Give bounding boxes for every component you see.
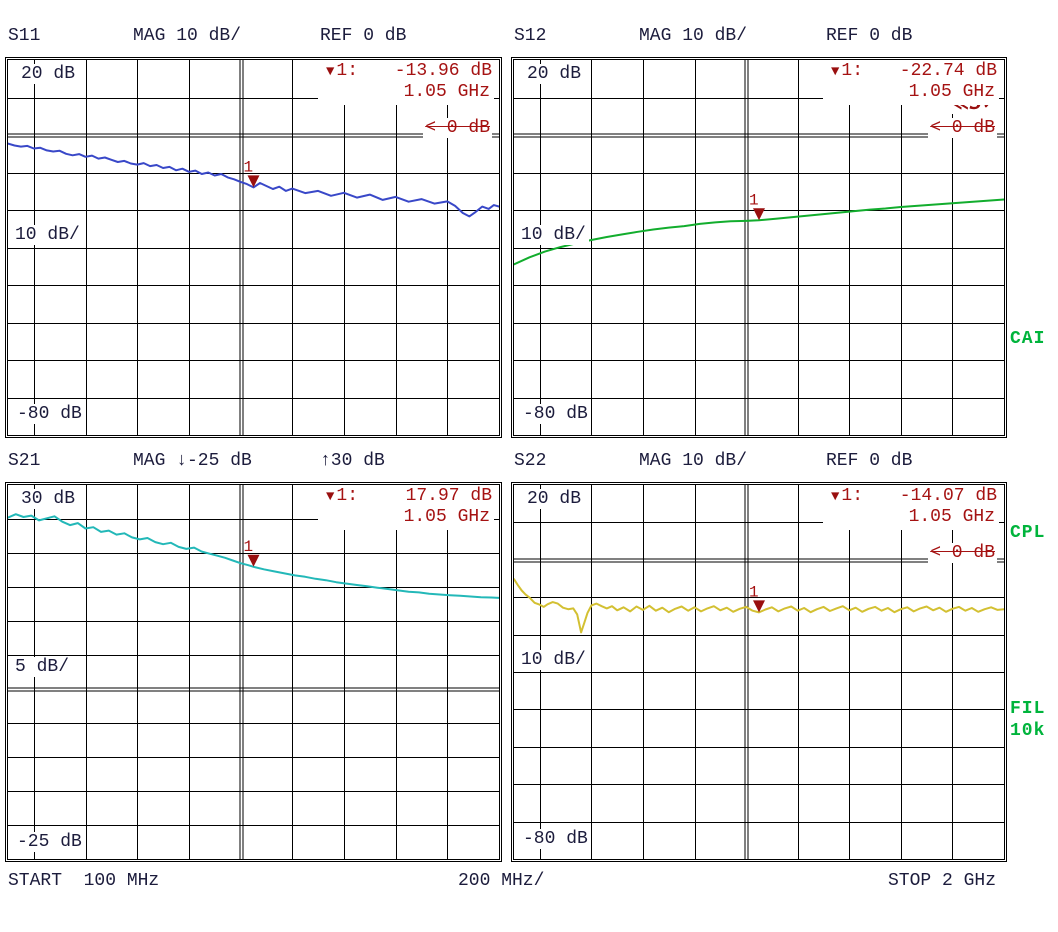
s12-ref-level-indicator: < 0 dB xyxy=(928,118,997,138)
stop-frequency-label: STOP 2 GHz xyxy=(888,871,997,891)
s11-marker-value: -13.96 dB xyxy=(394,61,492,81)
s22-scale-label: MAG 10 dB/ xyxy=(639,451,748,471)
s12-bottom-scale-label: -80 dB xyxy=(520,404,591,424)
s12-panel: 20 dB 10 dB/ -80 dB ≪S✓ < 0 dB ▼ 1: -22.… xyxy=(511,57,1007,438)
s21-marker-readout: ▼ 1: 17.97 dB 1.05 GHz xyxy=(317,485,494,530)
s22-bottom-scale-label: -80 dB xyxy=(520,829,591,849)
s11-panel: 20 dB 10 dB/ -80 dB < 0 dB ▼ 1: -13.96 d… xyxy=(5,57,502,438)
s21-top-scale-label: 30 dB xyxy=(18,489,79,509)
s22-marker-freq: 1.05 GHz xyxy=(908,507,995,527)
s22-ref-label: REF 0 dB xyxy=(826,451,913,471)
s11-marker-readout: ▼ 1: -13.96 dB 1.05 GHz xyxy=(317,60,494,105)
s21-per-div-label: 5 dB/ xyxy=(12,657,73,677)
s11-bottom-scale-label: -80 dB xyxy=(14,404,85,424)
s12-top-scale-label: 20 dB xyxy=(524,64,585,84)
s12-marker-id: 1: xyxy=(841,61,863,81)
s22-marker-readout: ▼ 1: -14.07 dB 1.05 GHz xyxy=(822,485,999,530)
s12-per-div-label: 10 dB/ xyxy=(518,225,589,245)
s12-param-label: S12 xyxy=(514,26,547,46)
s11-marker-freq: 1.05 GHz xyxy=(403,82,490,102)
if-filter-status-label: FIL xyxy=(1010,699,1046,719)
s11-scale-label: MAG 10 dB/ xyxy=(133,26,242,46)
s11-ref-label: REF 0 dB xyxy=(320,26,407,46)
s11-marker-id: 1: xyxy=(336,61,358,81)
s11-grid xyxy=(8,60,499,435)
s22-per-div-label: 10 dB/ xyxy=(518,650,589,670)
s22-top-scale-label: 20 dB xyxy=(524,489,585,509)
marker-triangle-icon: ▼ xyxy=(830,63,840,80)
s21-grid xyxy=(8,485,499,859)
s12-marker-freq: 1.05 GHz xyxy=(908,82,995,102)
frequency-per-div-label: 200 MHz/ xyxy=(458,871,545,891)
marker-triangle-icon: ▼ xyxy=(325,63,335,80)
s12-scale-label: MAG 10 dB/ xyxy=(639,26,748,46)
s22-param-label: S22 xyxy=(514,451,547,471)
s11-param-label: S11 xyxy=(8,26,41,46)
if-filter-bandwidth-label: 10k xyxy=(1010,721,1046,741)
s12-marker-value: -22.74 dB xyxy=(899,61,997,81)
start-frequency-label: START 100 MHz xyxy=(8,871,160,891)
s12-grid xyxy=(514,60,1004,435)
s12-marker-readout: ▼ 1: -22.74 dB 1.05 GHz xyxy=(822,60,999,105)
marker-triangle-icon: ▼ xyxy=(325,488,335,505)
s22-header: S22 MAG 10 dB/ REF 0 dB xyxy=(511,451,1011,473)
s21-header: S21 MAG ↓-25 dB ↑30 dB xyxy=(5,451,505,473)
s12-header: S12 MAG 10 dB/ REF 0 dB xyxy=(511,26,1011,48)
marker-triangle-icon: ▼ xyxy=(830,488,840,505)
s21-marker-freq: 1.05 GHz xyxy=(403,507,490,527)
s12-ref-label: REF 0 dB xyxy=(826,26,913,46)
s21-param-label: S21 xyxy=(8,451,41,471)
s21-scale-label: MAG ↓-25 dB xyxy=(133,451,252,471)
s21-ref-label: ↑30 dB xyxy=(320,451,385,471)
s11-header: S11 MAG 10 dB/ REF 0 dB xyxy=(5,26,505,48)
s22-marker-value: -14.07 dB xyxy=(899,486,997,506)
s22-grid xyxy=(514,485,1004,859)
s21-panel: 30 dB 5 dB/ -25 dB ▼ 1: 17.97 dB 1.05 GH… xyxy=(5,482,502,862)
s21-bottom-scale-label: -25 dB xyxy=(14,832,85,852)
s22-ref-level-indicator: < 0 dB xyxy=(928,543,997,563)
s22-marker-id: 1: xyxy=(841,486,863,506)
s21-marker-value: 17.97 dB xyxy=(394,486,492,506)
cal-interpolated-status-label: CAI xyxy=(1010,329,1046,349)
s22-panel: 20 dB 10 dB/ -80 dB < 0 dB ▼ 1: -14.07 d… xyxy=(511,482,1007,862)
coupled-status-label: CPL xyxy=(1010,523,1046,543)
s11-top-scale-label: 20 dB xyxy=(18,64,79,84)
s21-marker-id: 1: xyxy=(336,486,358,506)
s11-ref-level-indicator: < 0 dB xyxy=(423,118,492,138)
s11-per-div-label: 10 dB/ xyxy=(12,225,83,245)
